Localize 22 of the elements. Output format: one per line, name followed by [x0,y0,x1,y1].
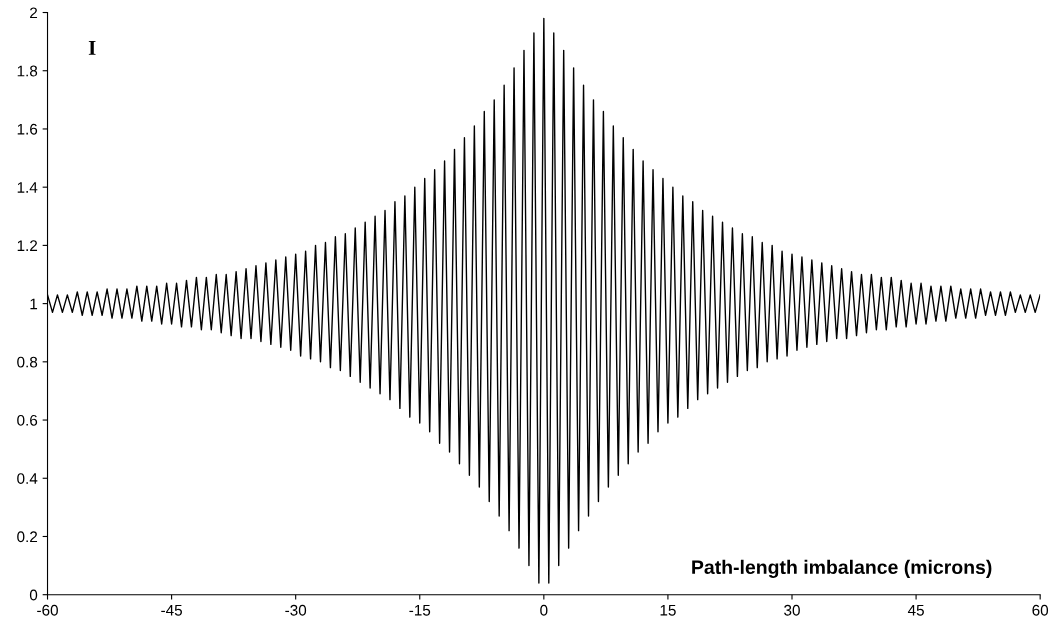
y-tick-label: 0.6 [17,414,38,426]
x-tick-label: -45 [161,604,182,616]
y-tick-label: 0.8 [17,356,38,368]
x-tick-label: -15 [409,604,431,616]
x-tick-label: 45 [907,604,924,616]
y-tick-label: 1.6 [17,123,38,135]
x-axis-title: Path-length imbalance (microns) [692,559,992,578]
x-tick-label: 30 [784,604,800,616]
y-tick-label: 0.4 [17,473,38,484]
y-tick-label: 0 [29,589,38,601]
x-tick-label: 60 [1032,604,1049,616]
x-tick-label: 0 [540,604,548,616]
y-tick-label: 0.2 [17,531,38,543]
y-tick-label: 1.4 [17,182,38,193]
y-tick-label: 1.8 [17,65,38,77]
y-tick-label: 1 [30,298,38,310]
x-tick-label: -30 [285,604,307,616]
y-tick-label: 2 [30,7,38,19]
y-tick-label: 1.2 [17,240,38,251]
x-tick-label: 15 [660,604,676,616]
y-axis-title: I [88,41,96,55]
x-tick-label: -60 [37,604,58,616]
